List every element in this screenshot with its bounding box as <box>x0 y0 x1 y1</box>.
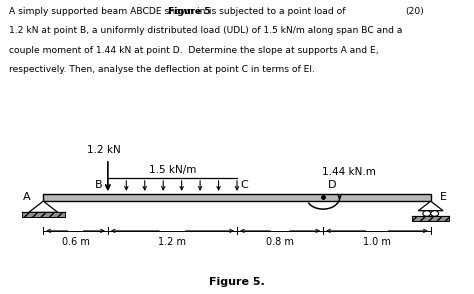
Text: couple moment of 1.44 kN at point D.  Determine the slope at supports A and E,: couple moment of 1.44 kN at point D. Det… <box>9 46 378 55</box>
Text: 1.2 m: 1.2 m <box>158 237 186 247</box>
Text: is subjected to a point load of: is subjected to a point load of <box>206 7 346 16</box>
Text: 1.0 m: 1.0 m <box>363 237 391 247</box>
Circle shape <box>423 211 431 216</box>
Text: B: B <box>95 180 103 190</box>
Text: D: D <box>328 180 337 190</box>
Text: 0.6 m: 0.6 m <box>62 237 90 247</box>
Polygon shape <box>29 201 58 212</box>
Text: respectively. Then, analyse the deflection at point C in terms of EI.: respectively. Then, analyse the deflecti… <box>9 65 314 74</box>
Text: A simply supported beam ABCDE shown in: A simply supported beam ABCDE shown in <box>9 7 208 16</box>
Text: 1.2 kN: 1.2 kN <box>87 145 120 155</box>
Text: C: C <box>240 180 248 190</box>
Polygon shape <box>419 201 443 211</box>
Text: Figure 5.: Figure 5. <box>209 277 265 287</box>
Circle shape <box>431 211 438 216</box>
Text: E: E <box>439 193 447 203</box>
Text: 1.2 kN at point B, a uniformly distributed load (UDL) of 1.5 kN/m along span BC : 1.2 kN at point B, a uniformly distribut… <box>9 26 402 36</box>
Text: 0.8 m: 0.8 m <box>266 237 294 247</box>
Text: 1.5 kN/m: 1.5 kN/m <box>149 165 196 175</box>
Text: Figure 5: Figure 5 <box>168 7 211 16</box>
Polygon shape <box>412 216 449 221</box>
Polygon shape <box>22 212 65 217</box>
FancyBboxPatch shape <box>43 194 431 201</box>
Text: 1.44 kN.m: 1.44 kN.m <box>322 167 376 177</box>
Text: (20): (20) <box>405 7 424 16</box>
Text: A: A <box>23 193 31 203</box>
